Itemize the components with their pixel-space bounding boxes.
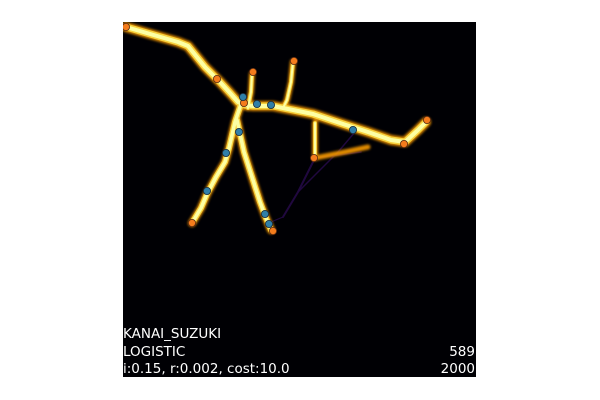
junction-node xyxy=(239,93,248,102)
trail-glow-path xyxy=(312,144,371,161)
endpoint-node xyxy=(268,226,277,235)
junction-node xyxy=(203,186,212,195)
trail-core-path xyxy=(247,73,253,109)
total-steps-label: 2000 xyxy=(440,361,475,377)
junction-node xyxy=(252,100,261,109)
trail-core-path xyxy=(235,118,273,232)
function-type-label: LOGISTIC xyxy=(123,344,186,360)
endpoint-node xyxy=(399,140,408,149)
endpoint-node xyxy=(422,116,431,125)
endpoint-node xyxy=(123,23,130,31)
endpoint-nodes xyxy=(123,23,431,235)
step-counter: 589 xyxy=(449,344,475,360)
network-heatmap xyxy=(123,22,476,377)
junction-node xyxy=(266,101,275,110)
junction-node xyxy=(348,126,357,135)
endpoint-node xyxy=(289,57,298,66)
endpoint-node xyxy=(249,68,258,77)
parameters-label: i:0.15, r:0.002, cost:10.0 xyxy=(123,361,290,377)
heatmap-background xyxy=(123,22,476,377)
junction-node xyxy=(222,149,231,158)
trail-core-path xyxy=(190,102,243,225)
junction-node xyxy=(260,209,269,218)
model-name-label: KANAI_SUZUKI xyxy=(123,326,222,342)
endpoint-node xyxy=(213,75,222,84)
endpoint-node xyxy=(309,153,318,162)
junction-node xyxy=(264,219,273,228)
faint-trail xyxy=(270,216,284,223)
endpoint-node xyxy=(188,218,197,227)
trail-core-path xyxy=(282,61,294,109)
junction-nodes xyxy=(203,93,357,228)
junction-node xyxy=(235,128,244,137)
